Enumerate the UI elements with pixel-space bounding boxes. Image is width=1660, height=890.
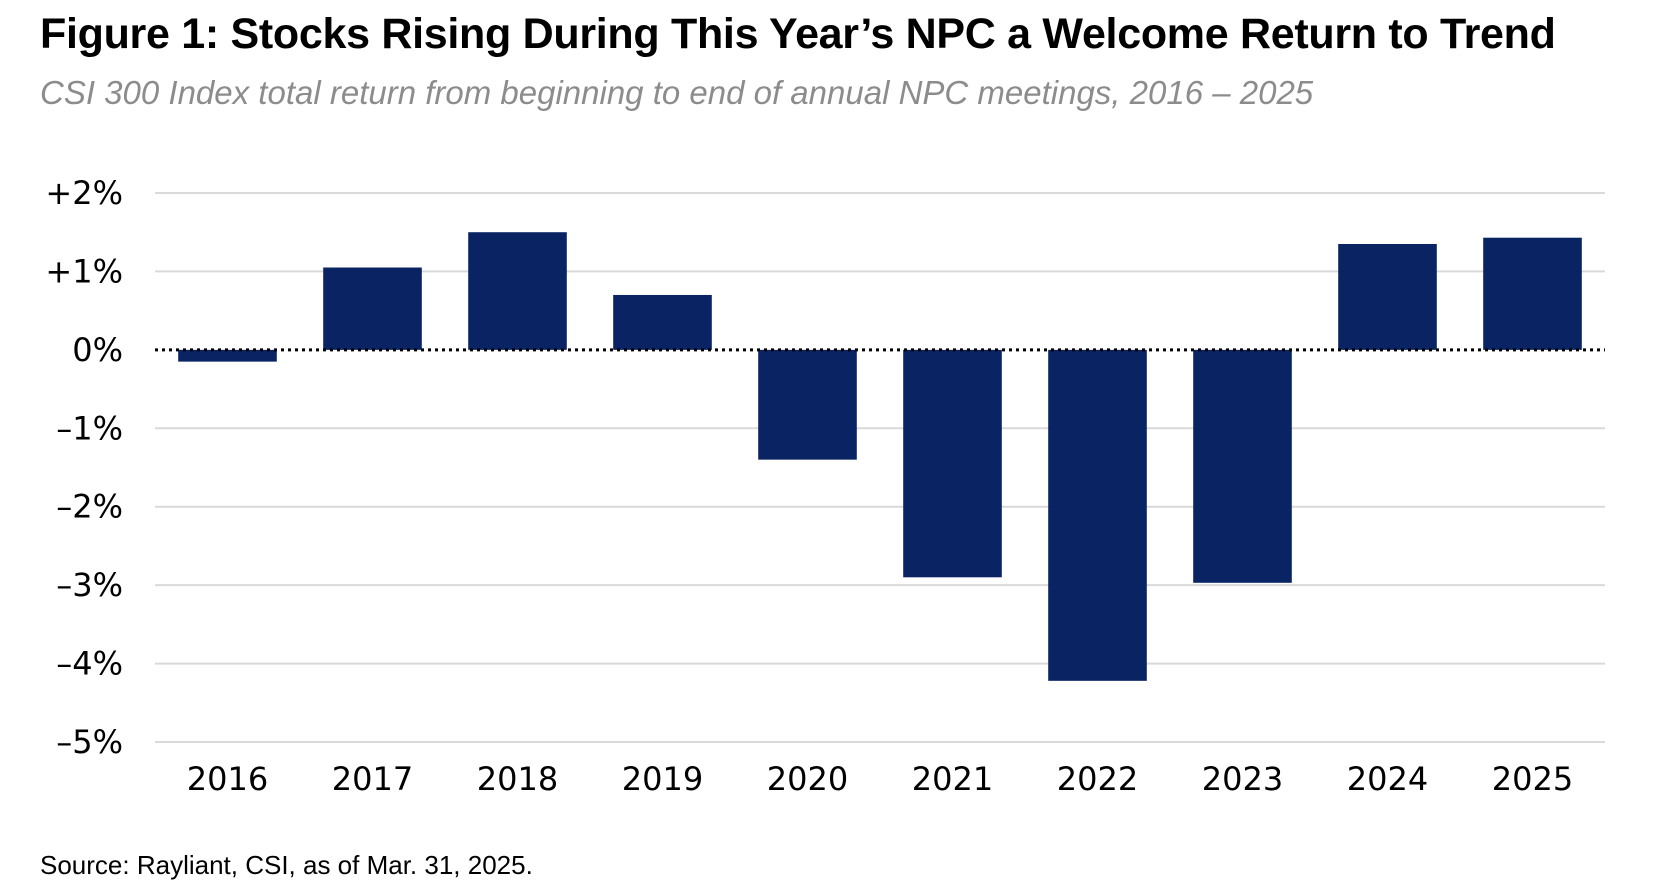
x-tick-label: 2016 (187, 760, 268, 798)
y-tick-label: +2% (45, 174, 123, 212)
chart-title: Figure 1: Stocks Rising During This Year… (40, 10, 1556, 58)
bar-2020 (758, 349, 857, 460)
bar-2021 (903, 349, 1002, 578)
y-tick-label: +1% (45, 252, 123, 290)
y-tick-label: –5% (56, 723, 123, 761)
bar-2022 (1048, 349, 1147, 681)
x-tick-label: 2018 (477, 760, 558, 798)
x-tick-label: 2020 (767, 760, 848, 798)
bar-2018 (468, 232, 567, 350)
bars (178, 232, 1582, 681)
bar-2019 (613, 294, 712, 350)
x-tick-label: 2017 (332, 760, 413, 798)
x-tick-label: 2023 (1202, 760, 1283, 798)
bar-2017 (323, 267, 422, 350)
source-note: Source: Rayliant, CSI, as of Mar. 31, 20… (40, 850, 533, 880)
bar-2025 (1483, 237, 1582, 350)
y-tick-label: –3% (56, 566, 123, 604)
y-tick-label: 0% (72, 331, 123, 369)
bar-2016 (178, 349, 277, 362)
chart-subtitle: CSI 300 Index total return from beginnin… (40, 74, 1314, 111)
x-tick-label: 2019 (622, 760, 703, 798)
x-axis-tick-labels: 2016 2017 2018 2019 2020 2021 2022 2023 2024 2025 (187, 760, 1573, 798)
y-tick-label: –4% (56, 645, 123, 683)
x-tick-label: 2021 (912, 760, 993, 798)
bar-2024 (1338, 243, 1437, 350)
x-tick-label: 2025 (1492, 760, 1573, 798)
gridlines (155, 192, 1605, 743)
bar-2023 (1193, 349, 1292, 583)
y-tick-label: –2% (56, 488, 123, 526)
y-axis-tick-labels: +2% +1% 0% –1% –2% –3% –4% –5% (45, 174, 123, 761)
y-tick-label: –1% (56, 409, 123, 447)
x-tick-label: 2024 (1347, 760, 1428, 798)
x-tick-label: 2022 (1057, 760, 1138, 798)
